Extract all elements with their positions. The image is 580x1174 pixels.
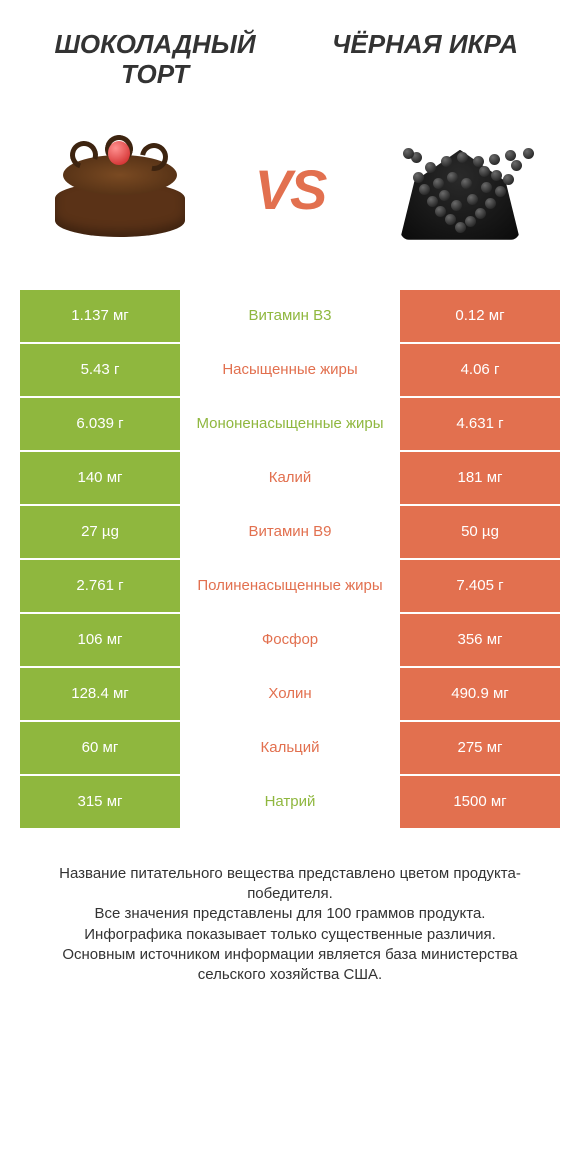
left-value: 315 мг <box>20 776 180 828</box>
table-row: 5.43 гНасыщенные жиры4.06 г <box>20 344 560 398</box>
header: ШОКОЛАДНЫЙ ТОРТ ЧЁРНАЯ ИКРА <box>0 0 580 100</box>
right-value: 0.12 мг <box>400 290 560 342</box>
nutrient-name: Натрий <box>180 776 400 828</box>
left-value: 27 µg <box>20 506 180 558</box>
right-value: 181 мг <box>400 452 560 504</box>
table-row: 315 мгНатрий1500 мг <box>20 776 560 830</box>
nutrient-name: Полиненасыщенные жиры <box>180 560 400 612</box>
right-value: 490.9 мг <box>400 668 560 720</box>
table-row: 128.4 мгХолин490.9 мг <box>20 668 560 722</box>
left-value: 140 мг <box>20 452 180 504</box>
left-value: 1.137 мг <box>20 290 180 342</box>
footer-line: Основным источником информации является … <box>30 945 550 986</box>
table-row: 27 µgВитамин B950 µg <box>20 506 560 560</box>
food-images-row: VS <box>0 100 580 290</box>
right-value: 275 мг <box>400 722 560 774</box>
right-value: 4.06 г <box>400 344 560 396</box>
nutrient-name: Витамин B9 <box>180 506 400 558</box>
table-row: 60 мгКальций275 мг <box>20 722 560 776</box>
right-food-title: ЧЁРНАЯ ИКРА <box>290 30 560 60</box>
right-value: 50 µg <box>400 506 560 558</box>
right-value: 1500 мг <box>400 776 560 828</box>
left-value: 60 мг <box>20 722 180 774</box>
comparison-table: 1.137 мгВитамин B30.12 мг5.43 гНасыщенны… <box>20 290 560 830</box>
nutrient-name: Калий <box>180 452 400 504</box>
table-row: 106 мгФосфор356 мг <box>20 614 560 668</box>
left-food-title: ШОКОЛАДНЫЙ ТОРТ <box>20 30 290 90</box>
left-value: 5.43 г <box>20 344 180 396</box>
nutrient-name: Витамин B3 <box>180 290 400 342</box>
table-row: 6.039 гМононенасыщенные жиры4.631 г <box>20 398 560 452</box>
right-value: 356 мг <box>400 614 560 666</box>
footer-line: Все значения представлены для 100 граммо… <box>30 904 550 924</box>
cake-icon <box>45 135 195 245</box>
left-value: 106 мг <box>20 614 180 666</box>
nutrient-name: Кальций <box>180 722 400 774</box>
nutrient-name: Холин <box>180 668 400 720</box>
left-value: 2.761 г <box>20 560 180 612</box>
table-row: 140 мгКалий181 мг <box>20 452 560 506</box>
right-food-image <box>370 120 550 260</box>
nutrient-name: Фосфор <box>180 614 400 666</box>
vs-label: VS <box>255 157 326 222</box>
footer-line: Название питательного вещества представл… <box>30 864 550 905</box>
left-value: 6.039 г <box>20 398 180 450</box>
left-food-image <box>30 120 210 260</box>
footer-line: Инфографика показывает только существенн… <box>30 925 550 945</box>
right-value: 7.405 г <box>400 560 560 612</box>
table-row: 1.137 мгВитамин B30.12 мг <box>20 290 560 344</box>
left-value: 128.4 мг <box>20 668 180 720</box>
nutrient-name: Насыщенные жиры <box>180 344 400 396</box>
caviar-icon <box>385 130 535 250</box>
right-value: 4.631 г <box>400 398 560 450</box>
table-row: 2.761 гПолиненасыщенные жиры7.405 г <box>20 560 560 614</box>
footer-notes: Название питательного вещества представл… <box>0 830 580 986</box>
nutrient-name: Мононенасыщенные жиры <box>180 398 400 450</box>
